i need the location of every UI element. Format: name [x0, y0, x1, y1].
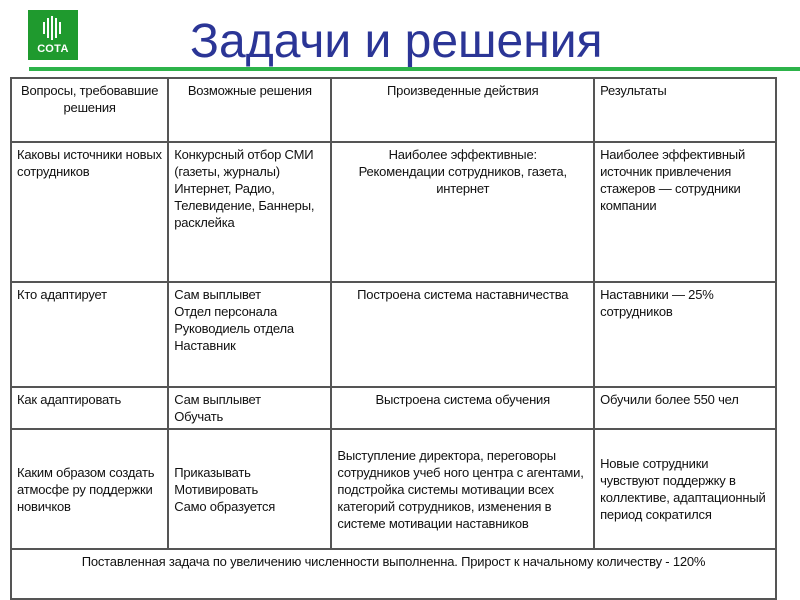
table-header-row: Вопросы, требовавшие решения Возможные р… [9, 77, 777, 143]
page-title: Задачи и решения [190, 15, 603, 68]
table-row: Каким образом создать атмосфе ру поддерж… [9, 428, 777, 550]
cell-actions: Выступление директора, переговоры сотруд… [330, 428, 596, 550]
cell-results: Новые сотрудники чувствуют поддержку в к… [593, 428, 777, 550]
cell-results: Наиболее эффективный источник привлечени… [593, 141, 777, 283]
cell-results: Обучили более 550 чел [593, 386, 777, 430]
cell-solutions: Сам выплывет Отдел персонала Руководиель… [167, 281, 333, 388]
cell-solutions: Приказывать Мотивировать Само образуется [167, 428, 333, 550]
logo-text: СОТА [37, 43, 69, 55]
header-solutions: Возможные решения [167, 77, 333, 143]
cell-question: Каковы источники новых сотрудников [9, 141, 170, 283]
cell-solutions: Конкурсный отбор СМИ (газеты, журналы) И… [167, 141, 333, 283]
logo-emblem-icon [43, 16, 61, 40]
cell-actions: Построена система наставничества [330, 281, 596, 388]
header-actions: Произведенные действия [330, 77, 596, 143]
table-footer-row: Поставленная задача по увеличению числен… [10, 548, 777, 600]
sota-logo: СОТА [28, 10, 78, 60]
cell-question: Каким образом создать атмосфе ру поддерж… [9, 428, 170, 550]
footer-summary: Поставленная задача по увеличению числен… [10, 548, 777, 600]
cell-question: Кто адаптирует [9, 281, 170, 388]
table-row: Кто адаптирует Сам выплывет Отдел персон… [9, 281, 777, 388]
table-row: Как адаптировать Сам выплывет Обучать Вы… [9, 386, 777, 430]
cell-actions: Наиболее эффективные: Рекомендации сотру… [330, 141, 596, 283]
header-results: Результаты [593, 77, 777, 143]
header-questions: Вопросы, требовавшие решения [9, 77, 170, 143]
cell-question: Как адаптировать [9, 386, 170, 430]
cell-solutions: Сам выплывет Обучать [167, 386, 333, 430]
title-underline [29, 67, 800, 71]
tasks-table: Вопросы, требовавшие решения Возможные р… [9, 77, 777, 600]
table-row: Каковы источники новых сотрудников Конку… [9, 141, 777, 283]
cell-results: Наставники — 25% сотрудников [593, 281, 777, 388]
cell-actions: Выстроена система обучения [330, 386, 596, 430]
